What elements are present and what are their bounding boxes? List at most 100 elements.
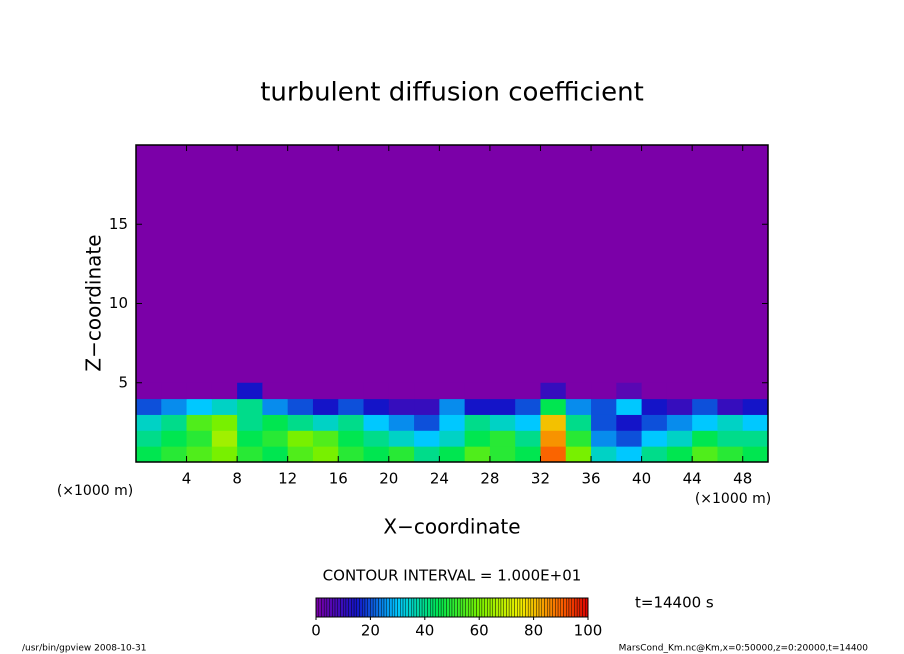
- colorbar-stripe: [340, 597, 344, 618]
- colorbar-stripe: [500, 597, 504, 618]
- x-tick-label: 16: [329, 470, 348, 488]
- cell: [591, 430, 617, 447]
- colorbar-stripe: [525, 597, 529, 618]
- cell: [666, 398, 693, 415]
- colorbar-stripe: [362, 597, 366, 618]
- cell: [287, 430, 314, 447]
- cell: [287, 382, 314, 400]
- time-label: t=14400 s: [635, 594, 714, 612]
- y-tick-label: 10: [109, 294, 128, 312]
- contour-interval: CONTOUR INTERVAL = 1.000E+01: [323, 567, 582, 585]
- cell: [211, 446, 238, 463]
- cell: [414, 414, 440, 431]
- cell: [211, 414, 238, 431]
- cell: [464, 382, 491, 400]
- cell: [388, 398, 415, 415]
- colorbar-stripe: [332, 597, 336, 618]
- cell: [515, 446, 541, 463]
- colorbar-stripe: [386, 597, 390, 618]
- cell: [414, 382, 440, 400]
- colorbar-stripe: [326, 597, 330, 618]
- cell: [388, 414, 415, 431]
- x-tick-label: 48: [733, 470, 752, 488]
- cell: [338, 446, 365, 463]
- colorbar-stripe: [492, 597, 496, 618]
- colorbar-stripe: [552, 597, 556, 618]
- colorbar-stripe: [405, 597, 409, 618]
- cell: [237, 446, 263, 463]
- colorbar-stripe: [391, 597, 396, 618]
- colorbar-stripe: [549, 597, 553, 618]
- cell: [616, 430, 643, 447]
- cell: [692, 382, 718, 400]
- footer-right: MarsCond_Km.nc@Km,x=0:50000,z=0:20000,t=…: [619, 644, 869, 654]
- cell: [388, 430, 415, 447]
- colorbar-stripe: [547, 597, 551, 618]
- cell: [312, 414, 339, 431]
- x-tick-label: 24: [430, 470, 449, 488]
- cell: [338, 398, 365, 415]
- cell: [717, 414, 744, 431]
- cell: [540, 398, 567, 415]
- colorbar-stripe: [489, 597, 493, 618]
- colorbar-stripe: [462, 597, 466, 618]
- colorbar-stripe: [574, 597, 578, 618]
- cell: [211, 382, 238, 400]
- colorbar-stripe: [416, 597, 420, 618]
- colorbar-stripe: [544, 597, 548, 618]
- cell: [464, 398, 491, 415]
- cell: [464, 446, 491, 463]
- colorbar-stripe: [527, 597, 532, 618]
- colorbar-stripe: [329, 597, 333, 618]
- colorbar-stripe: [394, 597, 398, 618]
- colorbar-stripe: [519, 597, 523, 618]
- cell: [742, 382, 769, 400]
- cell: [211, 430, 238, 447]
- colorbar-stripe: [498, 597, 502, 618]
- colorbar-stripe: [568, 597, 572, 618]
- colorbar-stripe: [323, 597, 328, 618]
- colorbar-stripe: [454, 597, 458, 618]
- colorbar-stripe: [411, 597, 415, 618]
- colorbar-stripe: [397, 597, 401, 618]
- cell: [237, 398, 263, 415]
- cell: [717, 382, 744, 400]
- cell: [591, 398, 617, 415]
- cell: [312, 398, 339, 415]
- chart-title: turbulent diffusion coefficient: [260, 78, 644, 108]
- cell: [161, 382, 188, 400]
- colorbar-stripe: [479, 597, 483, 618]
- colorbar-tick-label: 60: [470, 622, 489, 640]
- cell: [388, 382, 415, 400]
- x-unit: (×1000 m): [695, 491, 771, 507]
- colorbar-stripe: [356, 597, 360, 618]
- colorbar-stripe: [348, 597, 352, 618]
- cell: [591, 446, 617, 463]
- x-tick-label: 44: [683, 470, 702, 488]
- cell: [464, 430, 491, 447]
- colorbar-stripe: [487, 597, 491, 618]
- cell: [287, 414, 314, 431]
- colorbar-stripe: [378, 597, 382, 618]
- x-tick-label: 4: [182, 470, 192, 488]
- cell: [692, 414, 718, 431]
- cell: [540, 382, 567, 400]
- cell: [540, 430, 567, 447]
- colorbar-stripe: [337, 597, 341, 618]
- colorbar-stripe: [345, 597, 349, 618]
- colorbar-stripe: [413, 597, 417, 618]
- colorbar-stripe: [389, 597, 393, 618]
- footer-left: /usr/bin/gpview 2008-10-31: [22, 644, 146, 654]
- cell: [439, 414, 466, 431]
- colorbar-stripe: [435, 597, 439, 618]
- cell: [262, 446, 289, 463]
- cell: [363, 414, 390, 431]
- colorbar-stripe: [343, 597, 347, 618]
- cell: [414, 398, 440, 415]
- cell: [641, 414, 668, 431]
- cell: [338, 382, 365, 400]
- colorbar-stripe: [514, 597, 518, 618]
- y-tick-label: 5: [118, 373, 128, 391]
- cell: [363, 382, 390, 400]
